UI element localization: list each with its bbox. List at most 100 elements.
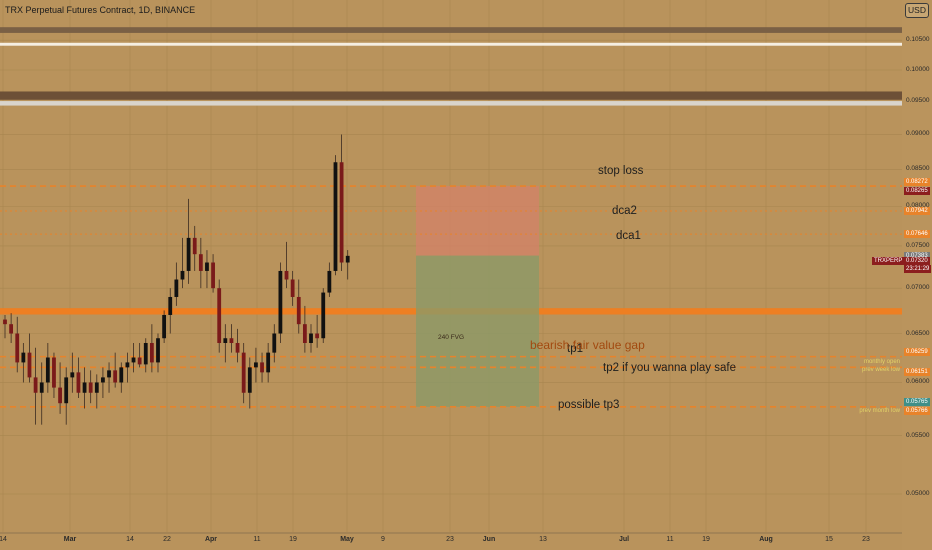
price-label: 0.06151 [904,367,930,376]
zone-band [0,91,902,100]
candle-body [241,352,246,393]
y-tick-label: 0.07000 [906,284,930,292]
fvg-timeframe-label: 240 FVG [438,334,465,341]
candle-body [162,314,167,339]
candle-body [205,262,209,271]
candle-body [101,377,105,383]
candle-body [27,352,32,378]
candle-body [15,333,20,363]
candle-body [3,319,7,325]
candle-body [186,237,191,271]
candle-body [143,342,148,365]
price-label: 0.05765 [904,398,930,407]
y-tick-label: 0.09500 [906,97,930,105]
candle-body [52,357,56,388]
x-tick-label: 23 [446,536,454,543]
x-tick-label: 14 [0,536,7,543]
x-tick-label: Jul [618,536,630,543]
chart-annotation: stop loss [598,165,644,178]
candle-body [168,296,173,315]
candle-body [302,324,307,343]
candle-body [131,357,136,363]
x-tick-label: 11 [666,536,674,543]
price-label: 0.07646 [904,230,930,239]
candle-body [82,382,87,393]
x-tick-label: 19 [702,536,710,543]
y-tick-label: 0.07500 [906,241,930,249]
chart-annotation: tp2 if you wanna play safe [603,362,736,375]
x-tick-label: 14 [126,536,134,543]
stop-loss-zone [416,186,539,256]
chart-annotation: tp1 [567,342,583,355]
y-tick-label: 0.05000 [906,490,930,497]
candle-body [211,262,215,289]
candle-body [88,382,93,393]
x-tick-label: Mar [63,536,77,543]
x-tick-label: 19 [289,536,297,543]
candle-body [247,367,252,393]
candle-body [229,338,234,343]
candle-body [94,382,99,393]
x-tick-label: 23 [862,536,870,543]
zone-band [0,42,902,46]
y-tick-label: 0.05500 [906,431,930,439]
price-label: TRXPERP [872,256,905,265]
candle-body [125,362,130,368]
candle-body [260,362,264,373]
price-label: 0.08265 [904,187,930,196]
candle-body [272,333,277,353]
candle-body [174,279,179,297]
candle-body [345,255,350,263]
candle-body [333,162,338,271]
candle-body [198,254,203,271]
y-tick-label: 0.08000 [906,202,930,209]
x-tick-label: 9 [381,536,385,543]
price-label: 0.07320 [904,256,930,265]
candle-body [223,338,228,343]
candle-body [45,357,50,383]
chart-title: TRX Perpetual Futures Contract, 1D, BINA… [5,5,196,15]
x-tick-label: 13 [539,536,547,543]
chart-annotation: dca1 [616,229,641,242]
y-tick-label: 0.06000 [906,378,930,386]
y-tick-label: 0.06500 [906,329,930,337]
candle-body [327,270,332,293]
chart-annotation: dca2 [612,205,637,218]
candle-body [266,352,271,373]
candle-body [64,377,69,404]
x-tick-label: May [340,536,354,543]
y-tick-label: 0.10500 [906,36,930,44]
candle-body [76,372,81,393]
price-label: 0.07942 [904,206,930,215]
x-tick-label: 15 [825,536,833,543]
y-tick-label: 0.10000 [906,66,930,73]
candle-body [321,292,326,339]
candle-body [278,270,283,334]
candle-body [21,352,26,363]
candle-body [180,270,185,280]
candle-body [119,367,124,383]
candle-body [217,288,222,343]
candle-body [156,338,160,363]
profit-target-zone [416,255,539,407]
candle-body [39,382,44,393]
currency-button[interactable]: USD [905,3,929,18]
candle-body [58,387,62,404]
x-tick-label: Apr [204,536,218,543]
candle-body [296,296,301,325]
x-tick-label: Jun [482,536,496,543]
x-tick-label: Aug [759,536,773,543]
side-note: prev week low [861,367,900,374]
y-tick-label: 0.08500 [906,165,930,173]
price-axis-panel [902,0,932,550]
y-tick-label: 0.09000 [906,130,930,138]
price-label: 0.05766 [904,407,930,416]
candle-body [33,377,38,393]
candle-body [339,162,344,263]
candle-body [113,370,118,383]
zone-band [0,27,902,33]
candle-body [137,357,142,365]
price-label: 23:21:29 [904,264,932,273]
side-note: prev month low [859,408,900,415]
